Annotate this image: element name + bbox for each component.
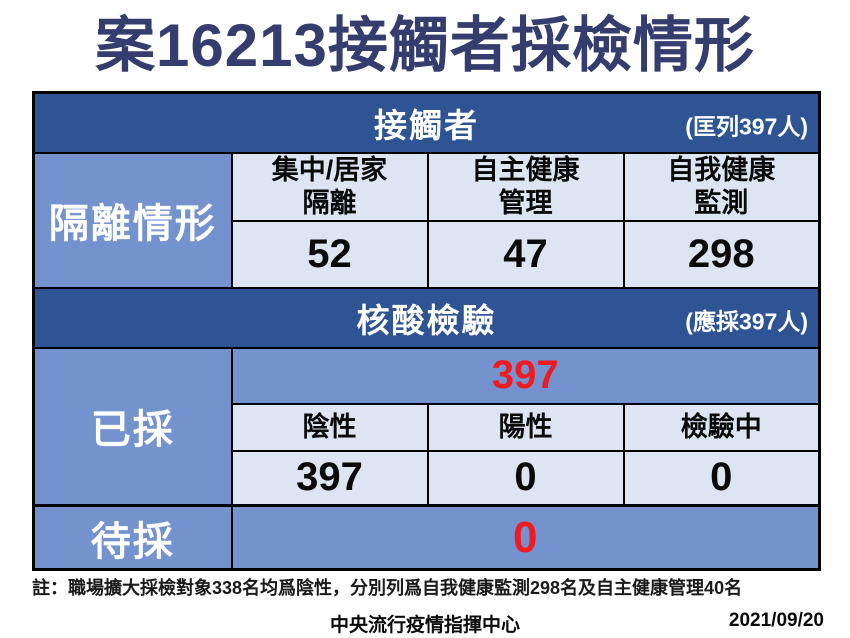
- sampled-result-values-row: 397 0 0: [34, 449, 821, 507]
- isolation-row-label: 隔離情形: [32, 151, 233, 289]
- sampled-result-header-row: 陰性 陽性 檢驗中: [34, 402, 821, 452]
- result-header-positive: 陽性: [426, 402, 625, 452]
- sampled-total-row: 已採 397: [32, 346, 821, 507]
- pending-row: 待採 0: [32, 504, 821, 571]
- isolation-col-header-self-management: 自主健康 管理: [426, 151, 625, 222]
- pcr-header-row: 核酸檢驗 (應採397人): [32, 286, 821, 349]
- isolation-col-header-quarantine: 集中/居家 隔離: [230, 151, 429, 222]
- pcr-header-cell: 核酸檢驗 (應採397人): [32, 286, 821, 349]
- result-header-negative: 陰性: [230, 402, 429, 452]
- contacts-header-title: 接觸者: [374, 106, 479, 144]
- pending-value: 0: [230, 504, 821, 571]
- contacts-header-cell: 接觸者 (匡列397人): [32, 91, 821, 154]
- contacts-header-row: 接觸者 (匡列397人): [32, 91, 821, 154]
- isolation-values-row: 52 47 298: [34, 219, 821, 289]
- isolation-value-self-monitoring: 298: [622, 219, 821, 289]
- isolation-value-quarantine: 52: [230, 219, 429, 289]
- result-value-positive: 0: [426, 449, 625, 507]
- pending-row-label: 待採: [32, 504, 233, 571]
- sampled-row-label: 已採: [32, 346, 233, 507]
- isolation-value-self-management: 47: [426, 219, 625, 289]
- contacts-header-note: (匡列397人): [685, 113, 808, 140]
- contact-testing-table: 接觸者 (匡列397人) 隔離情形 集中/居家 隔離 自主健康 管理 自我健康 …: [32, 91, 821, 571]
- pcr-header-note: (應採397人): [685, 307, 808, 334]
- page-title: 案16213接觸者採檢情形: [95, 12, 755, 79]
- footer-date: 2021/09/20: [728, 610, 824, 631]
- result-header-in-testing: 檢驗中: [622, 402, 821, 452]
- pcr-header-title: 核酸檢驗: [356, 301, 497, 339]
- result-value-in-testing: 0: [622, 449, 821, 507]
- isolation-col-header-self-monitoring: 自我健康 監測: [622, 151, 821, 222]
- sampled-total-value: 397: [230, 346, 821, 405]
- result-value-negative: 397: [230, 449, 429, 507]
- isolation-header-row: 隔離情形 集中/居家 隔離 自主健康 管理 自我健康 監測: [32, 151, 821, 289]
- footnote: 註：職場擴大採檢對象338名均爲陰性，分別列爲自我健康監測298名及自主健康管理…: [32, 578, 743, 598]
- footer-organization: 中央流行疫情指揮中心: [329, 615, 520, 636]
